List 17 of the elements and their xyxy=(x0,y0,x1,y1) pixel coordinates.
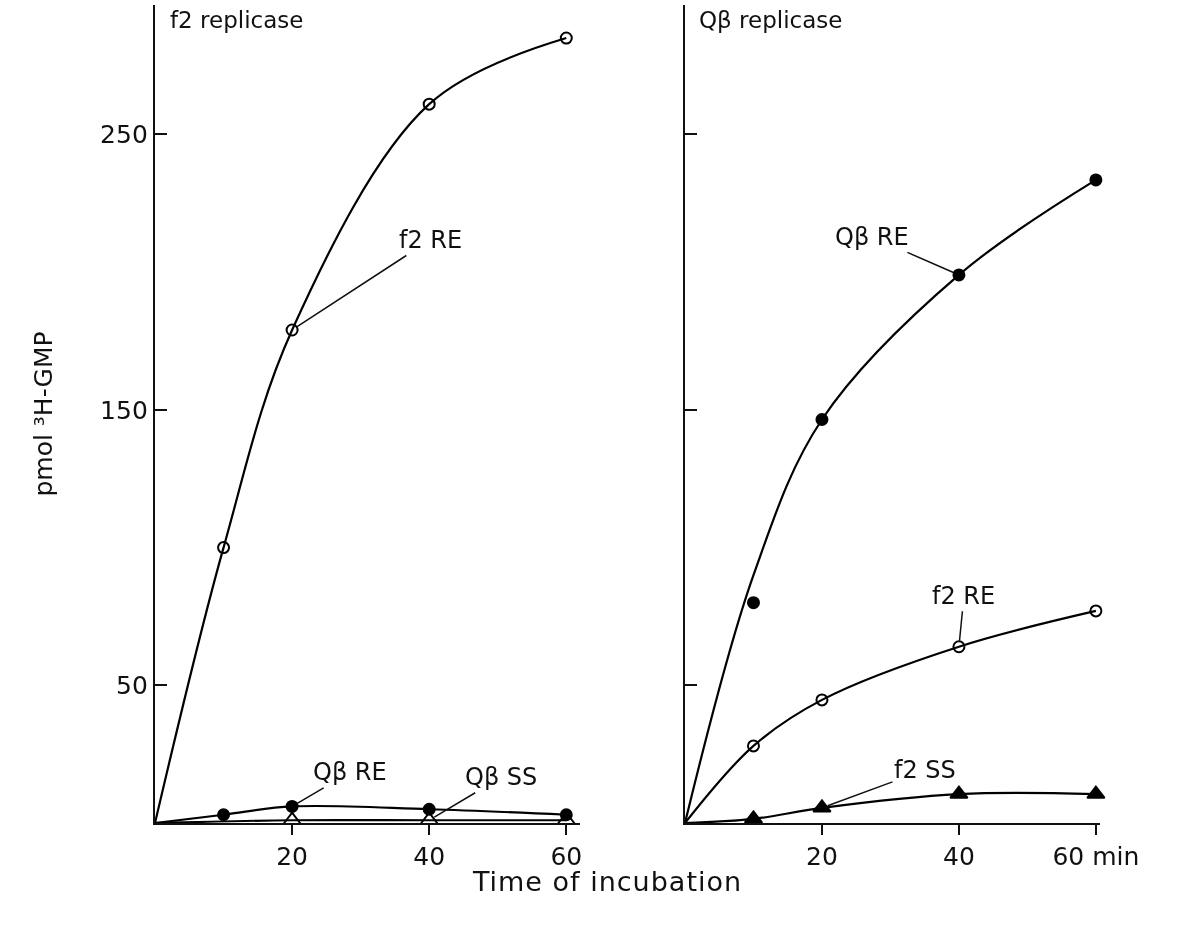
x-tick-label: 40 xyxy=(943,842,975,872)
x-tick-label: 20 xyxy=(806,842,838,872)
y-axis-title: pmol ³H-GMP xyxy=(29,331,59,497)
x-tick-label: 60 min xyxy=(1052,842,1140,872)
chart-title: f2 replicase xyxy=(170,7,304,33)
text: Qβ RE xyxy=(835,223,909,251)
series-label: f2 SS xyxy=(894,756,956,784)
y-tick-label: 150 xyxy=(100,395,148,425)
series-label: f2 RE xyxy=(932,582,996,610)
series-label: Qβ SS xyxy=(465,763,538,791)
y-tick-label: 250 xyxy=(100,120,148,150)
x-tick-label: 20 xyxy=(276,842,309,872)
chart-title: Qβ replicase xyxy=(699,7,843,33)
x-tick-label: 40 xyxy=(413,842,446,872)
series-label: Qβ RE xyxy=(313,758,387,786)
y-tick-label: 50 xyxy=(115,671,148,701)
text: f2 RE xyxy=(399,226,463,254)
